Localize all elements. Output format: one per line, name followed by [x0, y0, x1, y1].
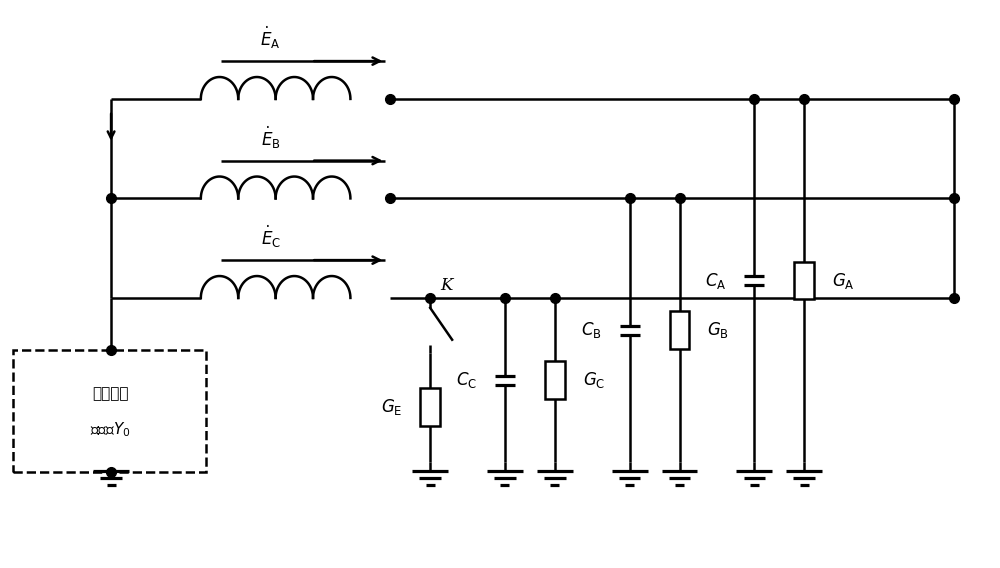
Text: $C_{\rm B}$: $C_{\rm B}$ — [581, 320, 602, 340]
Text: $\dot{E}_{\rm A}$: $\dot{E}_{\rm A}$ — [260, 25, 281, 51]
Bar — [545, 361, 565, 399]
Bar — [670, 311, 689, 349]
Text: $G_{\rm C}$: $G_{\rm C}$ — [583, 370, 605, 390]
Text: $C_{\rm A}$: $C_{\rm A}$ — [705, 270, 726, 290]
Text: 中性点接: 中性点接 — [92, 386, 128, 401]
Bar — [794, 262, 814, 299]
Text: $G_{\rm B}$: $G_{\rm B}$ — [707, 320, 729, 340]
Text: 地导纳$Y_0$: 地导纳$Y_0$ — [90, 420, 130, 438]
Bar — [13, 350, 206, 472]
Text: K: K — [440, 277, 453, 294]
Text: $\dot{E}_{\rm B}$: $\dot{E}_{\rm B}$ — [261, 124, 281, 151]
Text: $G_{\rm A}$: $G_{\rm A}$ — [832, 270, 855, 290]
Bar — [420, 389, 440, 427]
Text: $G_{\rm E}$: $G_{\rm E}$ — [381, 398, 402, 417]
Text: $C_{\rm C}$: $C_{\rm C}$ — [456, 370, 477, 390]
Text: $\dot{E}_{\rm C}$: $\dot{E}_{\rm C}$ — [261, 224, 281, 250]
